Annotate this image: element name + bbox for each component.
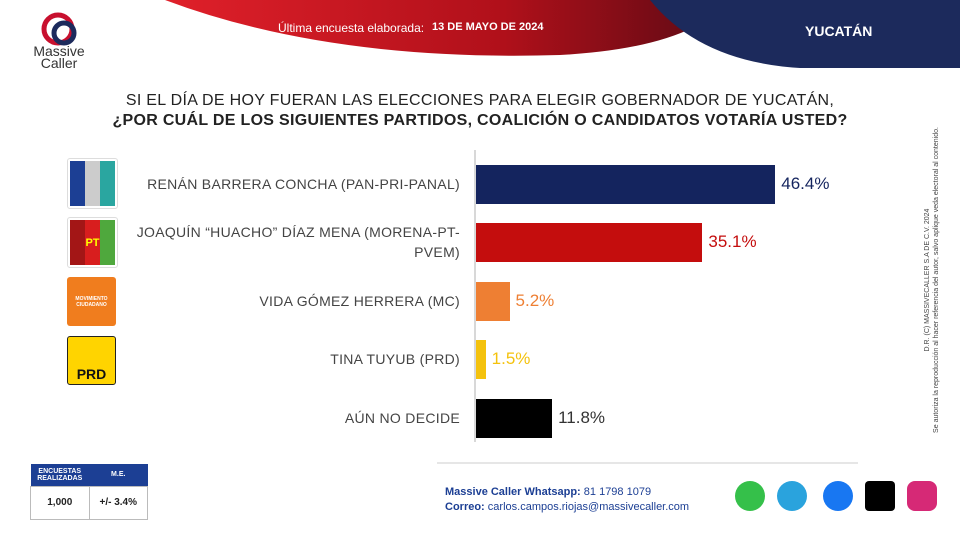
- category-label: RENÁN BARRERA CONCHA (PAN-PRI-PANAL): [147, 176, 460, 192]
- bar: [476, 281, 510, 321]
- party-logo: MOVIMIENTO CIUDADANO: [67, 277, 116, 326]
- table-header: ENCUESTAS REALIZADAS: [37, 467, 83, 482]
- copyright-line: D.R. (C) MASSIVECALLER S.A DE C.V. 2024: [924, 208, 931, 352]
- value-label: 1.5%: [491, 349, 531, 368]
- header-date: 13 DE MAYO DE 2024: [432, 21, 544, 33]
- table-cell: 1,000: [30, 485, 90, 520]
- chart-title: SI EL DÍA DE HOY FUERAN LAS ELECCIONES P…: [125, 92, 835, 109]
- bar: [476, 164, 776, 204]
- contact-label: Correo:: [445, 501, 485, 513]
- whatsapp-icon[interactable]: [735, 481, 765, 511]
- contact: Massive Caller Whatsapp: 81 1798 1079 Co…: [445, 486, 689, 513]
- bar: [476, 222, 703, 262]
- category-label: AÚN NO DECIDE: [344, 410, 460, 426]
- bar: [476, 398, 553, 438]
- logo-mark: [51, 20, 77, 46]
- header-red-shape: [165, 0, 730, 56]
- party-logo-text: PT: [85, 220, 100, 265]
- telegram-icon[interactable]: [777, 481, 807, 511]
- copyright: D.R. (C) MASSIVECALLER S.A DE C.V. 2024 …: [923, 110, 953, 450]
- value-label: 11.8%: [558, 408, 606, 427]
- table-header: M.E.: [111, 471, 126, 479]
- brand-line: Massive: [33, 43, 85, 59]
- chart-subtitle: ¿POR CUÁL DE LOS SIGUIENTES PARTIDOS, CO…: [112, 112, 848, 129]
- contact-value: 81 1798 1079: [583, 486, 652, 498]
- party-logo-text: PRD: [76, 366, 107, 382]
- instagram-icon[interactable]: [907, 481, 937, 511]
- contact-value: carlos.campos.riojas@massivecaller.com: [487, 501, 690, 513]
- category-label: VIDA GÓMEZ HERRERA (MC): [259, 293, 460, 309]
- table-cell: +/- 3.4%: [88, 485, 148, 520]
- value-label: 46.4%: [781, 174, 830, 193]
- x-icon[interactable]: [865, 481, 895, 511]
- copyright-line: Se autoriza la reproducción al hacer ref…: [933, 127, 940, 433]
- header-navy-shape: [650, 0, 960, 68]
- category-label: JOAQUÍN “HUACHO” DÍAZ MENA (MORENA-PT-PV…: [136, 224, 460, 260]
- party-logo-text: MOVIMIENTO CIUDADANO: [75, 295, 108, 308]
- bar: [476, 339, 486, 379]
- value-label: 35.1%: [708, 232, 757, 251]
- party-logo: PT: [67, 217, 118, 268]
- brand-line: Caller: [40, 55, 78, 71]
- header-region: YUCATÁN: [805, 23, 873, 39]
- facebook-icon[interactable]: [823, 481, 853, 511]
- party-logo: PRD: [67, 336, 116, 385]
- header-label: Última encuesta elaborada:: [278, 21, 425, 35]
- category-label: TINA TUYUB (PRD): [330, 351, 460, 367]
- value-label: 5.2%: [515, 291, 555, 310]
- party-logo: [67, 158, 118, 209]
- survey-table: ENCUESTAS REALIZADAS M.E. 1,000 +/- 3.4%: [30, 464, 148, 520]
- brand-logo: Massive Caller: [28, 43, 90, 71]
- contact-label: Massive Caller Whatsapp:: [445, 486, 581, 498]
